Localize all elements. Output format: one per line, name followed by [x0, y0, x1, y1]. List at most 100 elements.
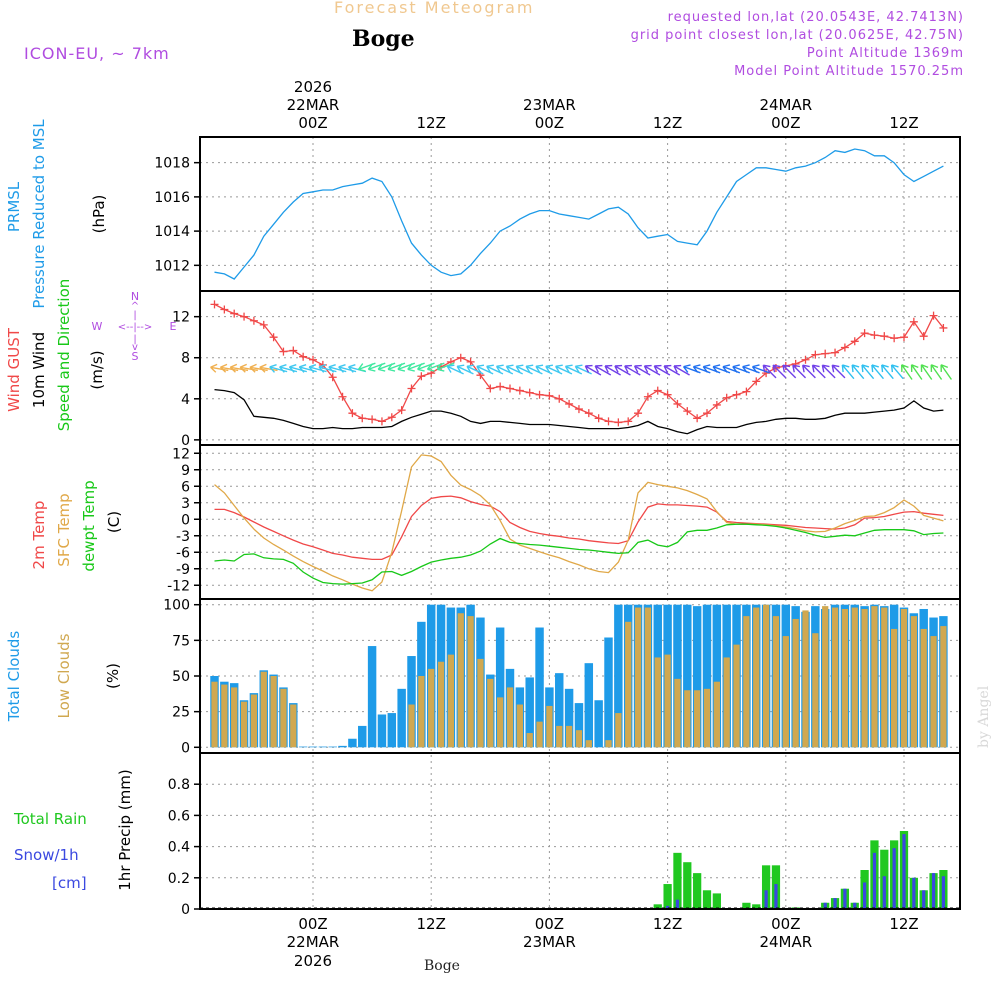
wind-arrow-shape — [318, 363, 337, 373]
total-cloud-bar — [387, 713, 397, 748]
wind-direction-arrow — [495, 364, 514, 375]
low-cloud-bar — [831, 607, 839, 748]
gust-marker — [683, 407, 692, 416]
low-cloud-bar — [694, 690, 701, 748]
gust-marker — [240, 312, 249, 321]
gust-marker — [289, 346, 298, 355]
gust-marker — [377, 417, 386, 426]
snow-legend: Snow/1h — [14, 846, 79, 864]
total-cloud-bar — [495, 627, 505, 748]
total-cloud-bar — [555, 673, 564, 748]
total-cloud-bar — [604, 637, 613, 748]
low-cloud-bar — [713, 681, 720, 748]
gust-marker — [722, 393, 731, 402]
clouds-ytick-label: 0 — [181, 740, 190, 756]
wind-arrow-shape — [890, 364, 904, 380]
snow-bar — [853, 902, 857, 909]
low-cloud-bar — [703, 688, 711, 748]
wind-direction-arrow — [288, 363, 308, 373]
low-cloud-bar — [674, 678, 681, 748]
clouds-ytick-label: 25 — [172, 705, 190, 721]
clouds-ytick-label: 50 — [172, 669, 190, 685]
gust-marker — [703, 409, 711, 418]
total-cloud-bar — [564, 688, 574, 748]
precipitation-ytick-label: 0.4 — [168, 840, 190, 856]
rain-bar — [663, 884, 672, 909]
low-cloud-bar — [526, 733, 533, 748]
compass-south: S — [132, 350, 139, 363]
snow-unit-legend: [cm] — [52, 874, 87, 892]
low-cloud-bar — [940, 626, 947, 748]
compass-north: N — [131, 290, 139, 303]
low-cloud-bar — [487, 678, 494, 748]
wind-arrow-shape — [584, 364, 602, 376]
rain-legend: Total Rain — [13, 810, 87, 828]
pressure-label-long: Pressure Reduced to MSL — [30, 119, 48, 309]
precipitation-ytick-label: 0 — [181, 902, 190, 918]
gust-marker — [506, 384, 514, 393]
wind-direction-arrow — [279, 363, 298, 373]
low-cloud-bar — [280, 688, 287, 748]
low-cloud-bar — [240, 701, 248, 748]
wind-direction-arrow — [901, 364, 913, 380]
low-cloud-bar — [418, 676, 425, 748]
low-cloud-bar — [428, 668, 435, 748]
bottom-day-label: 23MAR — [523, 933, 576, 951]
low-cloud-bar — [762, 604, 770, 748]
compass-south-stem: | — [133, 334, 136, 345]
top-hour-label: 00Z — [535, 114, 564, 132]
wind-direction-arrow — [476, 364, 494, 375]
temperature-ytick-label: 9 — [181, 463, 190, 479]
gust-marker — [584, 409, 593, 418]
wind-arrow-shape — [535, 364, 553, 375]
wind-direction-arrow — [545, 364, 563, 375]
wind-arrow-shape — [594, 364, 612, 376]
wind-direction-arrow — [920, 364, 933, 380]
low-cloud-bar — [546, 705, 553, 748]
low-cloud-bar — [565, 725, 573, 748]
total-cloud-bar — [574, 703, 584, 748]
rain-bar — [702, 890, 712, 909]
wind-arrow-shape — [456, 364, 474, 375]
top-hour-label: 12Z — [889, 114, 918, 132]
wind-arrow-shape — [308, 363, 327, 373]
total-cloud-bar — [377, 714, 387, 748]
precipitation-ytick-label: 0.8 — [168, 777, 190, 793]
bottom-hour-label: 00Z — [771, 915, 800, 933]
wind-arrow-shape — [801, 364, 816, 379]
pressure-ytick-label: 1018 — [154, 156, 190, 172]
precipitation-ytick-label: 0.6 — [168, 808, 190, 824]
low-cloud-bar — [250, 694, 258, 748]
low-cloud-bar — [221, 684, 228, 748]
wind-arrow-shape — [239, 363, 258, 373]
wind-ytick-label: 12 — [172, 310, 190, 326]
low-cloud-bar — [575, 730, 583, 748]
wind-arrow-shape — [772, 364, 787, 379]
wind-direction-arrow — [871, 364, 884, 380]
gust-marker — [230, 309, 239, 318]
rain-bar — [693, 873, 702, 909]
wind-arrow-shape — [486, 364, 504, 375]
total-cloud-bar — [318, 746, 328, 748]
temperature-series-2m-temp — [214, 495, 944, 561]
pressure-panel-frame — [199, 136, 961, 292]
gust-marker — [594, 414, 603, 423]
pressure-ytick-label: 1014 — [154, 224, 190, 240]
wind-direction-arrow — [831, 364, 846, 379]
bottom-hour-label: 00Z — [535, 915, 564, 933]
gust-marker — [358, 414, 367, 423]
wind-arrow-shape — [831, 364, 846, 379]
wind-direction-arrow — [881, 364, 894, 380]
gust-marker — [555, 394, 564, 403]
compass-east: E — [170, 320, 177, 333]
snow-bar — [863, 882, 867, 909]
total-cloud-bar — [358, 725, 367, 748]
low-cloud-bar — [408, 704, 415, 748]
wind-direction-arrow — [643, 364, 661, 376]
wind-arrow-shape — [555, 364, 573, 375]
bottom-hour-label: 12Z — [889, 915, 918, 933]
point-altitude: Point Altitude 1369m — [806, 46, 964, 61]
gust-marker — [299, 352, 308, 361]
snow-bar — [912, 877, 916, 909]
low-cloud-bar — [822, 606, 829, 748]
